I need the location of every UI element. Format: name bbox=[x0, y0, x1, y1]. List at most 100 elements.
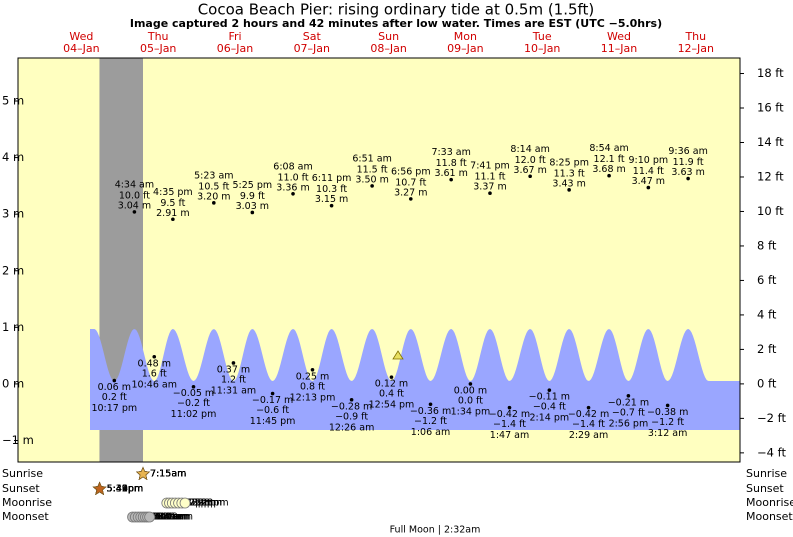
high-tide-point bbox=[449, 177, 453, 182]
low-tide-point bbox=[191, 384, 196, 389]
sunset-icon bbox=[92, 481, 107, 495]
tide-label: 11.8 ft bbox=[436, 158, 467, 169]
tide-label: −0.7 ft bbox=[612, 407, 645, 418]
chart-subtitle: Image captured 2 hours and 42 minutes af… bbox=[130, 17, 662, 30]
y-tick-label: −1 m bbox=[2, 433, 34, 447]
y2-tick-label: 10 ft bbox=[757, 204, 784, 218]
tide-label: 12:54 pm bbox=[369, 400, 415, 411]
tide-label: 0.12 m bbox=[375, 379, 408, 390]
tide-label: 9.9 ft bbox=[240, 191, 265, 202]
tide-label: 11.9 ft bbox=[673, 157, 704, 168]
row-time: 7:15am bbox=[150, 469, 186, 480]
tide-label: 9.5 ft bbox=[160, 198, 185, 209]
row-time: 8:01am bbox=[152, 512, 188, 523]
tide-label: 12:26 am bbox=[329, 422, 374, 433]
tide-label: 11.4 ft bbox=[633, 166, 664, 177]
tide-label: 1.6 ft bbox=[142, 368, 167, 379]
weekday-label: Mon bbox=[454, 30, 477, 43]
tide-label: 2:29 am bbox=[569, 430, 608, 441]
tide-label: 0.8 ft bbox=[300, 381, 325, 392]
tide-label: 4:34 am bbox=[115, 179, 154, 190]
date-label: 04–Jan bbox=[63, 42, 99, 55]
tide-label: 11.3 ft bbox=[554, 168, 585, 179]
tide-label: 3.43 m bbox=[552, 178, 585, 189]
tide-label: 3.27 m bbox=[394, 187, 427, 198]
tide-label: 9:10 pm bbox=[629, 155, 669, 166]
tide-label: 6:11 pm bbox=[312, 173, 352, 184]
y2-tick-label: 2 ft bbox=[757, 342, 777, 356]
row-label: Sunset bbox=[2, 482, 40, 495]
high-tide-point bbox=[567, 188, 571, 192]
tide-label: 4:35 pm bbox=[153, 187, 193, 198]
y-tick-label: 0 m bbox=[2, 376, 24, 390]
tide-label: 0.48 m bbox=[138, 358, 171, 369]
weekday-label: Thu bbox=[147, 30, 169, 43]
tide-label: 0.37 m bbox=[217, 364, 250, 375]
tide-label: 0.06 m bbox=[98, 382, 131, 393]
row-time: 4:25pm bbox=[179, 498, 216, 509]
row-time: 7:15am bbox=[150, 469, 186, 480]
tide-label: −0.42 m bbox=[489, 409, 530, 420]
high-tide-point bbox=[291, 191, 295, 196]
row-time: 5:22pm bbox=[182, 498, 219, 509]
current-marker bbox=[392, 350, 404, 360]
moon-phase: Full Moon | 2:32am bbox=[390, 525, 481, 536]
tide-label: 3.68 m bbox=[592, 164, 625, 175]
row-time: 7:15am bbox=[150, 469, 186, 480]
high-tide-point bbox=[171, 217, 175, 222]
tide-label: 3.36 m bbox=[276, 182, 309, 193]
date-label: 08–Jan bbox=[370, 42, 406, 55]
tide-label: −1.4 ft bbox=[572, 419, 605, 430]
tide-label: 12:13 pm bbox=[290, 392, 336, 403]
tide-label: 8:54 am bbox=[589, 143, 628, 154]
row-time: 5:39pm bbox=[106, 484, 143, 495]
tide-label: 2:14 pm bbox=[530, 413, 570, 424]
y2-tick-label: 8 ft bbox=[757, 238, 777, 252]
tide-label: 9:36 am bbox=[668, 146, 707, 157]
row-time: 5:41pm bbox=[107, 484, 144, 495]
low-tide-point bbox=[468, 382, 473, 386]
tide-label: −0.36 m bbox=[410, 406, 451, 417]
water-fill bbox=[90, 329, 740, 430]
tide-label: −0.21 m bbox=[608, 397, 649, 408]
date-label: 10–Jan bbox=[524, 42, 560, 55]
low-tide-point bbox=[389, 375, 394, 379]
row-time: 5:42pm bbox=[107, 484, 144, 495]
row-time: 6:22pm bbox=[186, 498, 223, 509]
row-label: Sunset bbox=[746, 482, 784, 495]
tide-label: 1:47 am bbox=[490, 430, 529, 441]
tide-label: 3.04 m bbox=[118, 200, 151, 211]
tide-label: 11.1 ft bbox=[474, 172, 505, 183]
tide-label: 7:41 pm bbox=[470, 161, 510, 172]
tide-label: 11.0 ft bbox=[277, 172, 308, 183]
y2-tick-label: −2 ft bbox=[757, 411, 786, 425]
y2-tick-label: 18 ft bbox=[757, 66, 784, 80]
low-tide-point bbox=[547, 388, 552, 392]
high-tide-point bbox=[132, 210, 137, 214]
plot-frame bbox=[17, 57, 741, 463]
y2-tick-label: 14 ft bbox=[757, 135, 784, 149]
row-time: 7:15am bbox=[150, 469, 186, 480]
sunrise-icon bbox=[136, 466, 150, 480]
tide-label: 10.5 ft bbox=[198, 181, 229, 192]
tide-label: −1.2 ft bbox=[651, 417, 684, 428]
tide-label: 1:34 pm bbox=[451, 406, 491, 417]
tide-label: 3.03 m bbox=[236, 201, 269, 212]
tide-label: −0.6 ft bbox=[256, 405, 289, 416]
tide-label: 2:56 pm bbox=[609, 418, 649, 429]
tide-label: 10:17 pm bbox=[91, 403, 137, 414]
low-tide-point bbox=[231, 361, 236, 365]
tide-label: 11.5 ft bbox=[357, 164, 388, 175]
high-tide-point bbox=[250, 210, 255, 215]
weekday-label: Wed bbox=[607, 30, 631, 43]
tide-label: 10.0 ft bbox=[119, 190, 150, 201]
y2-tick-label: 0 ft bbox=[757, 376, 777, 390]
y-tick-label: 3 m bbox=[2, 207, 24, 221]
low-tide-point bbox=[112, 378, 117, 383]
tide-label: 0.4 ft bbox=[379, 389, 404, 400]
tide-label: 10.7 ft bbox=[395, 177, 426, 188]
y-tick-label: 1 m bbox=[2, 320, 24, 334]
low-tide-point bbox=[349, 397, 354, 402]
row-time: 5:40pm bbox=[107, 484, 144, 495]
tide-label: −1.2 ft bbox=[414, 416, 447, 427]
